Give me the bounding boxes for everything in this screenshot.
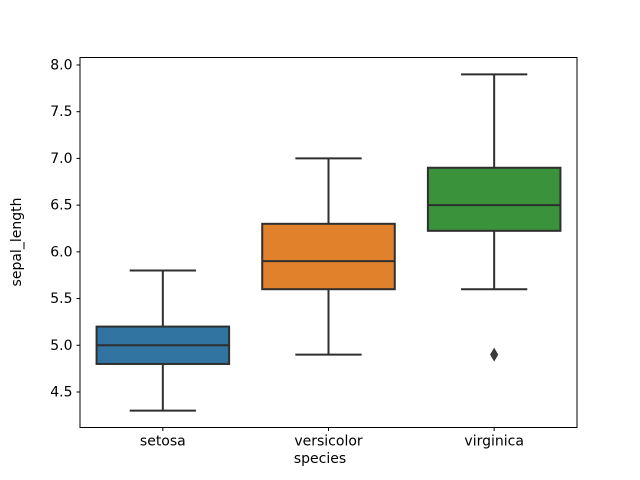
x-tick-label-versicolor: versicolor	[294, 434, 363, 450]
y-tick-label: 6.5	[50, 198, 72, 214]
y-tick-label: 5.5	[50, 291, 72, 307]
y-tick-label: 5.0	[50, 338, 72, 354]
y-tick-label: 7.0	[50, 151, 72, 167]
y-tick-label: 4.5	[50, 384, 72, 400]
y-axis-label: sepal_length	[9, 197, 25, 287]
x-axis-label: species	[293, 451, 347, 467]
y-tick-label: 6.0	[50, 244, 72, 260]
y-tick-label: 8.0	[50, 57, 72, 73]
y-tick-label: 7.5	[50, 104, 72, 120]
outlier-virginica	[490, 347, 499, 362]
box-virginica	[426, 166, 562, 232]
box-versicolor	[261, 222, 396, 291]
x-tick-label-virginica: virginica	[464, 434, 524, 450]
x-tick-label-setosa: setosa	[140, 434, 186, 450]
